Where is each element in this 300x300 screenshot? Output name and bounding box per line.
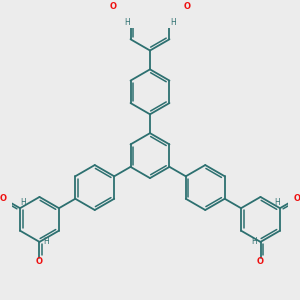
Text: H: H <box>274 198 280 207</box>
Text: H: H <box>43 237 49 246</box>
Text: O: O <box>0 194 6 203</box>
Text: H: H <box>170 18 176 27</box>
Text: O: O <box>110 2 117 11</box>
Text: O: O <box>294 194 300 203</box>
Text: H: H <box>124 18 130 27</box>
Text: H: H <box>251 237 257 246</box>
Text: O: O <box>183 2 190 11</box>
Text: O: O <box>257 257 264 266</box>
Text: H: H <box>20 198 26 207</box>
Text: O: O <box>36 257 43 266</box>
